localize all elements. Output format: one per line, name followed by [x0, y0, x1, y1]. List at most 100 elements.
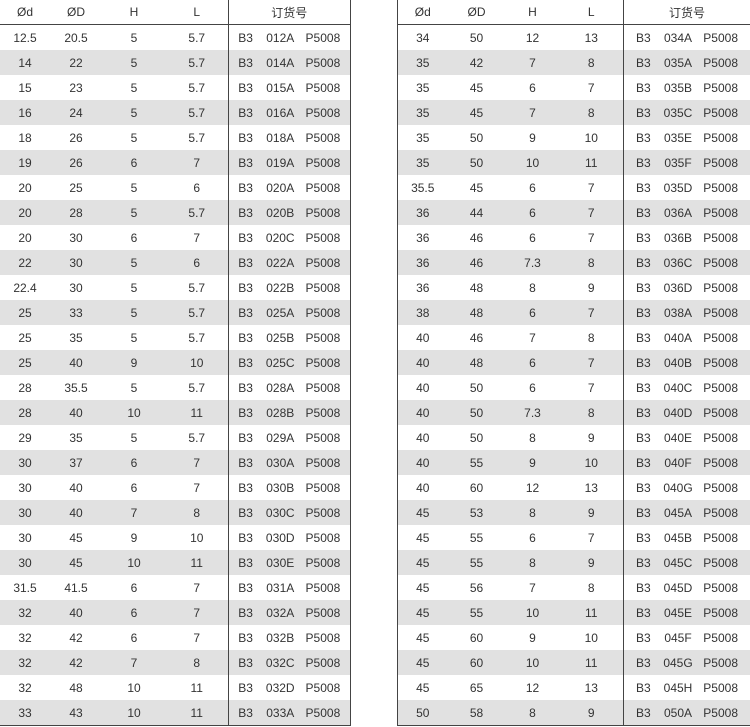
- table-row: 30 40 6 7 B3 030B P5008: [0, 475, 351, 500]
- table-row: 28 40 10 11 B3 028B P5008: [0, 400, 351, 425]
- cell-height: 7: [505, 50, 560, 75]
- cell-inner-diameter: 45: [416, 530, 430, 545]
- cell-height: 5: [102, 200, 166, 225]
- order-series: P5008: [703, 430, 738, 445]
- cell-inner-diameter: 25: [18, 330, 32, 345]
- cell-height: 7.3: [505, 250, 560, 275]
- cell-inner-diameter: 32: [18, 680, 32, 695]
- order-series: P5008: [703, 555, 738, 570]
- order-series: P5008: [703, 330, 738, 345]
- cell-order-number: B3 020A P5008: [227, 175, 351, 200]
- cell-outer-diameter: 33: [50, 300, 102, 325]
- cell-inner-diameter: 45: [416, 580, 430, 595]
- order-size-code: 032D: [265, 680, 295, 695]
- cell-height: 5: [102, 50, 166, 75]
- cell-length: 5.7: [188, 330, 206, 345]
- cell-height: 10: [102, 550, 166, 575]
- cell-length: 13: [584, 30, 598, 45]
- order-prefix: B3: [636, 505, 651, 520]
- cell-length: 10: [190, 530, 204, 545]
- order-series: P5008: [703, 230, 738, 245]
- order-prefix: B3: [636, 30, 651, 45]
- cell-outer-diameter: 41.5: [64, 580, 88, 595]
- table-row: 34 50 12 13 B3 034A P5008: [398, 24, 750, 50]
- cell-order-number: B3 025B P5008: [227, 325, 351, 350]
- cell-length: 7: [587, 530, 595, 545]
- order-size-code: 045D: [663, 580, 693, 595]
- table-row: 30 45 9 10 B3 030D P5008: [0, 525, 351, 550]
- cell-height: 6: [130, 580, 138, 595]
- order-size-code: 036B: [663, 230, 693, 245]
- cell-inner-diameter: 35: [397, 100, 448, 125]
- order-series: P5008: [703, 705, 738, 720]
- order-prefix: B3: [636, 230, 651, 245]
- order-size-code: 032A: [266, 605, 295, 620]
- order-size-code: 020A: [266, 180, 295, 195]
- order-series: P5008: [703, 105, 738, 120]
- cell-order-number: B3 030D P5008: [227, 525, 351, 550]
- cell-order-number: B3 045B P5008: [623, 525, 750, 550]
- cell-height: 7: [529, 580, 536, 595]
- order-series: P5008: [703, 380, 738, 395]
- cell-length: 5.7: [166, 50, 228, 75]
- cell-inner-diameter: 32: [18, 630, 32, 645]
- cell-outer-diameter: 48: [447, 300, 506, 325]
- cell-inner-diameter: 32: [0, 650, 50, 675]
- cell-outer-diameter: 55: [447, 550, 506, 575]
- cell-height: 9: [529, 130, 536, 145]
- order-series: P5008: [703, 255, 738, 270]
- cell-order-number: B3 040E P5008: [623, 425, 750, 450]
- cell-length: 9: [559, 700, 624, 726]
- table-row: 35 50 10 11 B3 035F P5008: [397, 150, 750, 175]
- cell-outer-diameter: 45: [69, 530, 83, 545]
- order-series: P5008: [305, 55, 341, 70]
- order-series: P5008: [703, 455, 738, 470]
- order-size-code: 032C: [265, 655, 295, 670]
- cell-length: 8: [587, 580, 595, 595]
- table-row: 20 28 5 5.7 B3 020B P5008: [0, 200, 351, 225]
- cell-order-number: B3 035F P5008: [623, 150, 750, 175]
- cell-height: 12: [525, 30, 540, 45]
- table-row: 45 65 12 13 B3 045H P5008: [398, 675, 750, 700]
- cell-height: 5: [130, 180, 138, 195]
- cell-order-number: B3 045F P5008: [623, 625, 750, 650]
- cell-order-number: B3 028B P5008: [227, 400, 351, 425]
- order-prefix: B3: [636, 530, 651, 545]
- order-series: P5008: [703, 630, 738, 645]
- cell-order-number: B3 029A P5008: [227, 425, 351, 450]
- header-length: L: [559, 0, 624, 25]
- table-row: 12.5 20.5 5 5.7 B3 012A P5008: [0, 24, 351, 50]
- order-size-code: 025B: [266, 330, 295, 345]
- order-series: P5008: [305, 580, 341, 595]
- cell-inner-diameter: 40: [416, 480, 430, 495]
- cell-length: 6: [166, 250, 228, 275]
- cell-inner-diameter: 45: [397, 600, 448, 625]
- header-height: H: [505, 0, 560, 25]
- order-size-code: 040A: [663, 330, 693, 345]
- cell-order-number: B3 036B P5008: [623, 225, 750, 250]
- cell-length: 11: [166, 550, 228, 575]
- order-series: P5008: [305, 155, 341, 170]
- cell-order-number: B3 025C P5008: [227, 350, 351, 375]
- cell-order-number: B3 045H P5008: [623, 675, 750, 700]
- order-size-code: 032B: [266, 630, 295, 645]
- order-size-code: 045H: [663, 680, 693, 695]
- order-size-code: 014A: [266, 55, 295, 70]
- cell-length: 6: [193, 180, 201, 195]
- cell-inner-diameter: 30: [0, 550, 50, 575]
- order-size-code: 028A: [266, 380, 295, 395]
- order-series: P5008: [305, 330, 341, 345]
- cell-order-number: B3 045G P5008: [623, 650, 750, 675]
- cell-length: 8: [587, 330, 595, 345]
- cell-length: 13: [584, 680, 598, 695]
- cell-outer-diameter: 40: [50, 350, 102, 375]
- cell-length: 10: [166, 350, 228, 375]
- cell-height: 6: [505, 200, 560, 225]
- cell-outer-diameter: 40: [50, 600, 102, 625]
- cell-inner-diameter: 36: [397, 200, 448, 225]
- cell-inner-diameter: 34: [416, 30, 430, 45]
- order-prefix: B3: [636, 630, 651, 645]
- cell-order-number: B3 038A P5008: [623, 300, 750, 325]
- cell-height: 5: [130, 80, 138, 95]
- cell-height: 6: [130, 230, 138, 245]
